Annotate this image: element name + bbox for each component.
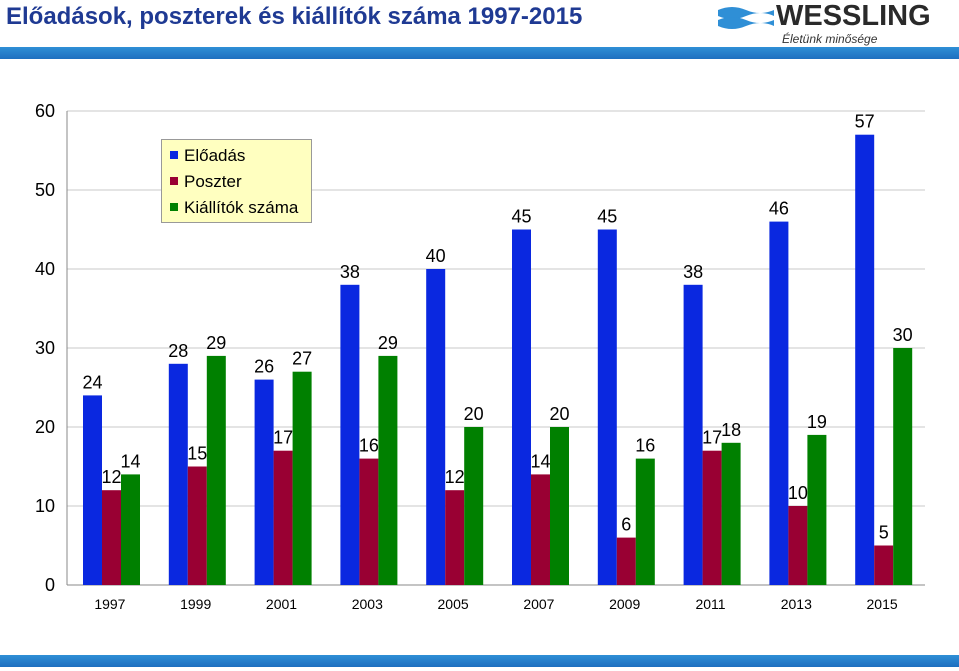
data-label: 27	[292, 349, 312, 369]
legend-item-poszter: Poszter	[170, 169, 303, 195]
wessling-logo: WESSLING Életünk minősége	[718, 0, 953, 48]
header-band	[0, 47, 959, 59]
data-label: 15	[187, 444, 207, 464]
x-tick-label: 2007	[523, 596, 554, 612]
data-label: 46	[769, 199, 789, 219]
legend-item-eloadas: Előadás	[170, 143, 303, 169]
bar-kiallitok	[206, 355, 226, 585]
x-tick-label: 2011	[695, 596, 725, 612]
chart-legend: Előadás Poszter Kiállítók száma	[161, 139, 312, 223]
data-label: 40	[426, 246, 446, 266]
y-tick-label: 40	[35, 259, 55, 279]
y-tick-label: 30	[35, 338, 55, 358]
data-label: 17	[702, 428, 722, 448]
x-tick-label: 2003	[352, 596, 383, 612]
data-label: 14	[530, 451, 550, 471]
y-tick-label: 20	[35, 417, 55, 437]
data-label: 57	[855, 112, 875, 132]
bar-eloadas	[426, 269, 446, 585]
bar-eloadas	[83, 395, 102, 585]
data-label: 6	[621, 515, 631, 535]
data-label: 16	[359, 436, 379, 456]
bar-kiallitok	[721, 442, 741, 585]
data-label: 20	[464, 404, 484, 424]
data-label: 10	[788, 483, 808, 503]
bar-poszter	[359, 458, 379, 585]
page-title: Előadások, poszterek és kiállítók száma …	[6, 3, 583, 30]
bar-eloadas	[855, 134, 875, 585]
x-tick-label: 2015	[867, 596, 898, 612]
bar-poszter	[874, 545, 894, 585]
y-tick-label: 10	[35, 496, 55, 516]
data-label: 19	[807, 412, 827, 432]
x-tick-label: 2005	[438, 596, 469, 612]
bar-kiallitok	[378, 355, 398, 585]
bar-eloadas	[254, 379, 274, 585]
bar-kiallitok	[292, 371, 312, 585]
legend-swatch-poszter	[170, 177, 178, 185]
logo-tagline: Életünk minősége	[782, 32, 878, 46]
bar-poszter	[788, 506, 808, 585]
data-label: 29	[206, 333, 226, 353]
data-label: 14	[120, 451, 140, 471]
legend-label-kiallitok: Kiállítók száma	[184, 198, 299, 217]
data-label: 29	[378, 333, 398, 353]
bar-poszter	[102, 490, 121, 585]
footer-band	[0, 655, 959, 667]
data-label: 5	[879, 523, 889, 543]
x-tick-label: 2001	[266, 596, 297, 612]
data-label: 12	[101, 467, 121, 487]
bar-kiallitok	[121, 474, 140, 585]
y-tick-label: 0	[45, 575, 55, 595]
bar-eloadas	[512, 229, 531, 585]
x-tick-label: 2013	[781, 596, 812, 612]
data-label: 12	[445, 467, 465, 487]
data-label: 38	[683, 262, 703, 282]
legend-label-eloadas: Előadás	[184, 146, 246, 165]
legend-swatch-eloadas	[170, 151, 178, 159]
data-label: 45	[511, 207, 531, 227]
legend-item-kiallitok: Kiállítók száma	[170, 195, 303, 221]
bar-kiallitok	[635, 458, 655, 585]
bar-poszter	[702, 450, 722, 585]
bar-poszter	[531, 474, 550, 585]
bar-poszter	[273, 450, 293, 585]
bar-eloadas	[683, 284, 703, 585]
data-label: 30	[893, 325, 913, 345]
legend-swatch-kiallitok	[170, 203, 178, 211]
y-tick-label: 60	[35, 101, 55, 121]
logo-wordmark: WESSLING	[776, 0, 931, 32]
data-label: 28	[168, 341, 188, 361]
data-label: 18	[721, 420, 741, 440]
data-label: 16	[635, 436, 655, 456]
bar-eloadas	[769, 221, 789, 585]
bar-kiallitok	[807, 434, 827, 585]
bar-kiallitok	[893, 348, 913, 585]
bar-poszter	[445, 490, 465, 585]
bar-eloadas	[168, 363, 188, 585]
x-tick-label: 2009	[609, 596, 640, 612]
bar-poszter	[616, 537, 636, 585]
data-label: 17	[273, 428, 293, 448]
data-label: 24	[82, 372, 102, 392]
data-label: 26	[254, 357, 274, 377]
y-tick-label: 50	[35, 180, 55, 200]
x-tick-label: 1997	[94, 596, 125, 612]
wave-logo-icon	[718, 7, 774, 29]
bar-kiallitok	[464, 427, 484, 585]
bar-eloadas	[597, 229, 617, 585]
data-label: 38	[340, 262, 360, 282]
data-label: 20	[549, 404, 569, 424]
bar-eloadas	[340, 284, 360, 585]
data-label: 45	[597, 207, 617, 227]
x-tick-label: 1999	[180, 596, 211, 612]
legend-label-poszter: Poszter	[184, 172, 242, 191]
bar-kiallitok	[550, 427, 569, 585]
bar-poszter	[187, 466, 207, 585]
